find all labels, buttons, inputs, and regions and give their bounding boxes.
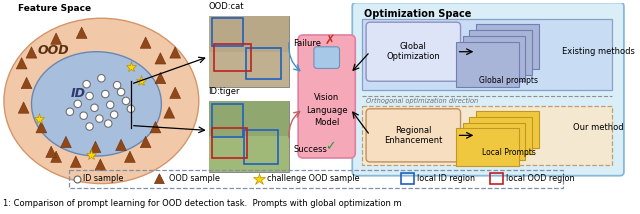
- Bar: [401, 173, 414, 184]
- FancyBboxPatch shape: [456, 128, 518, 166]
- Circle shape: [95, 115, 103, 122]
- Text: OOD: OOD: [37, 44, 69, 57]
- Polygon shape: [150, 122, 161, 133]
- Text: ID sample: ID sample: [83, 174, 123, 183]
- Text: Global
Optimization: Global Optimization: [387, 42, 440, 61]
- FancyBboxPatch shape: [476, 24, 540, 69]
- Bar: [209, 101, 289, 136]
- FancyBboxPatch shape: [456, 42, 518, 87]
- Text: Success: Success: [293, 145, 327, 154]
- Text: Feature Space: Feature Space: [18, 4, 91, 13]
- Polygon shape: [70, 156, 81, 167]
- Polygon shape: [76, 27, 87, 39]
- FancyBboxPatch shape: [366, 22, 461, 81]
- Polygon shape: [51, 151, 61, 162]
- Bar: [209, 136, 289, 172]
- Circle shape: [122, 97, 130, 105]
- FancyBboxPatch shape: [476, 111, 540, 148]
- Polygon shape: [125, 151, 135, 162]
- Text: local ID region: local ID region: [417, 174, 476, 183]
- Text: OOD:cat: OOD:cat: [209, 2, 244, 11]
- FancyBboxPatch shape: [362, 19, 612, 90]
- Polygon shape: [36, 122, 47, 133]
- Polygon shape: [154, 174, 164, 184]
- Polygon shape: [51, 33, 61, 44]
- Text: ✓: ✓: [324, 140, 335, 153]
- Bar: [209, 16, 289, 52]
- Circle shape: [86, 123, 93, 130]
- Text: Optimization Space: Optimization Space: [364, 9, 472, 19]
- FancyBboxPatch shape: [298, 35, 355, 158]
- FancyBboxPatch shape: [352, 3, 624, 176]
- Text: ✗: ✗: [324, 34, 335, 47]
- Text: Failure: Failure: [293, 39, 321, 48]
- Polygon shape: [26, 47, 37, 58]
- Polygon shape: [90, 141, 101, 153]
- Bar: [244, 131, 278, 164]
- Bar: [209, 101, 289, 172]
- FancyBboxPatch shape: [366, 109, 461, 162]
- Polygon shape: [155, 53, 166, 64]
- Text: 1: Comparison of prompt learning for OOD detection task.  Prompts with global op: 1: Comparison of prompt learning for OOD…: [3, 199, 401, 208]
- Bar: [212, 18, 243, 46]
- Text: Local Prompts: Local Prompts: [482, 148, 536, 157]
- Circle shape: [113, 82, 121, 89]
- Text: local OOD region: local OOD region: [506, 174, 574, 183]
- Polygon shape: [95, 159, 106, 170]
- Polygon shape: [164, 107, 175, 118]
- Bar: [212, 128, 247, 158]
- Polygon shape: [155, 72, 166, 84]
- Text: Regional
Enhancement: Regional Enhancement: [384, 126, 442, 145]
- Circle shape: [98, 74, 105, 82]
- Text: Our method: Our method: [573, 123, 623, 132]
- Text: Orthogonal optimization direction: Orthogonal optimization direction: [366, 98, 478, 104]
- Bar: [212, 104, 243, 137]
- Polygon shape: [61, 136, 71, 148]
- Polygon shape: [116, 139, 127, 151]
- Circle shape: [102, 90, 109, 98]
- Bar: [246, 48, 282, 79]
- Circle shape: [117, 88, 125, 96]
- Polygon shape: [140, 37, 151, 48]
- Circle shape: [66, 108, 74, 116]
- Text: Vision
Language
Model: Vision Language Model: [306, 93, 348, 127]
- Circle shape: [104, 120, 112, 127]
- Circle shape: [91, 104, 98, 111]
- Ellipse shape: [31, 52, 161, 156]
- Text: ID: ID: [71, 87, 86, 100]
- Bar: [209, 52, 289, 87]
- Polygon shape: [21, 77, 32, 89]
- Bar: [490, 173, 503, 184]
- FancyBboxPatch shape: [469, 117, 532, 154]
- Text: challenge OOD sample: challenge OOD sample: [267, 174, 359, 183]
- Bar: [214, 44, 251, 71]
- Bar: [209, 16, 289, 87]
- Circle shape: [86, 92, 93, 100]
- Circle shape: [111, 111, 118, 118]
- Polygon shape: [18, 102, 29, 113]
- Polygon shape: [170, 87, 180, 98]
- Text: Global prompts: Global prompts: [479, 76, 538, 85]
- Circle shape: [80, 112, 88, 119]
- Ellipse shape: [4, 18, 199, 184]
- Text: OOD sample: OOD sample: [169, 174, 220, 183]
- FancyBboxPatch shape: [463, 36, 525, 81]
- FancyBboxPatch shape: [314, 47, 339, 68]
- Text: Existing methods: Existing methods: [562, 47, 635, 56]
- Circle shape: [127, 105, 134, 113]
- Polygon shape: [140, 136, 151, 148]
- Circle shape: [106, 101, 114, 108]
- FancyBboxPatch shape: [469, 30, 532, 75]
- Polygon shape: [170, 47, 180, 58]
- FancyBboxPatch shape: [362, 106, 612, 165]
- Circle shape: [83, 80, 90, 88]
- Polygon shape: [16, 58, 27, 69]
- Polygon shape: [45, 146, 56, 158]
- Circle shape: [74, 100, 81, 108]
- Text: ID:tiger: ID:tiger: [209, 87, 240, 96]
- FancyBboxPatch shape: [463, 123, 525, 160]
